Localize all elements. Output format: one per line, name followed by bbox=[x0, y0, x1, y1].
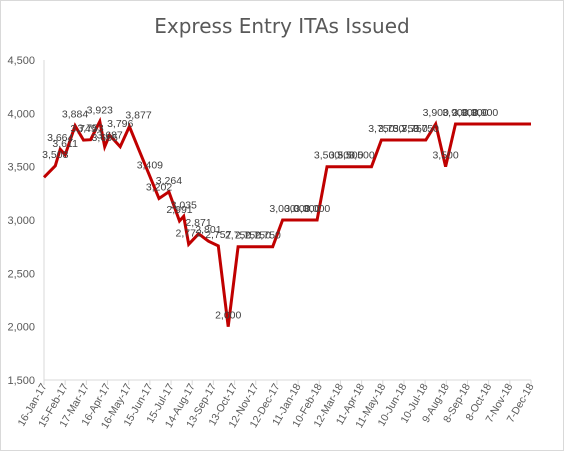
data-label: 3,749 bbox=[70, 123, 96, 135]
y-tick-labels: 1,500 2,000 2,500 3,000 3,500 4,000 4,500 bbox=[7, 55, 35, 387]
data-label: 3,884 bbox=[62, 109, 88, 121]
data-label: 3,750 bbox=[368, 123, 394, 135]
data-label: 3,750 bbox=[378, 123, 404, 135]
data-label: 3,900 bbox=[452, 107, 478, 119]
data-label: 3,264 bbox=[156, 175, 182, 187]
data-label: 3,000 bbox=[294, 203, 320, 215]
data-label: 3,035 bbox=[171, 199, 197, 211]
data-label: 2,757 bbox=[205, 229, 231, 241]
y-tick-label: 2,000 bbox=[7, 322, 35, 334]
data-label: 3,923 bbox=[87, 105, 113, 117]
data-label: 3,508 bbox=[42, 149, 68, 161]
data-label: 3,611 bbox=[52, 138, 78, 150]
y-tick-label: 2,500 bbox=[7, 268, 35, 280]
data-label: 3,665 bbox=[92, 132, 118, 144]
data-label: 3,900 bbox=[423, 107, 449, 119]
data-label: 3,750 bbox=[393, 123, 419, 135]
y-tick-label: 4,000 bbox=[7, 108, 35, 120]
data-label: 3,750 bbox=[413, 123, 439, 135]
data-label: 2,000 bbox=[215, 310, 241, 322]
data-label: 3,500 bbox=[432, 150, 458, 162]
data-label: 3,900 bbox=[472, 107, 498, 119]
data-label: 3,900 bbox=[462, 107, 488, 119]
data-label: 3,877 bbox=[125, 109, 151, 121]
chart-title: Express Entry ITAs Issued bbox=[154, 14, 410, 38]
x-tick-labels: 16-Jan-1715-Feb-1717-Mar-1716-Apr-1716-M… bbox=[16, 381, 537, 431]
data-label: 3,796 bbox=[107, 118, 133, 130]
data-label: 3,687 bbox=[96, 130, 122, 142]
data-label: 2,801 bbox=[195, 224, 221, 236]
data-label: 3,000 bbox=[284, 203, 310, 215]
data-label: 3,500 bbox=[348, 150, 374, 162]
data-label: 2,750 bbox=[225, 230, 251, 242]
series-line bbox=[42, 116, 531, 327]
data-label: 2,750 bbox=[245, 230, 271, 242]
data-label: 3,900 bbox=[442, 107, 468, 119]
data-label: 3,500 bbox=[314, 150, 340, 162]
data-label: 2,991 bbox=[166, 204, 192, 216]
data-label: 3,000 bbox=[269, 203, 295, 215]
data-label: 3,664 bbox=[47, 132, 73, 144]
data-label: 3,500 bbox=[329, 150, 355, 162]
data-label: 2,750 bbox=[235, 230, 261, 242]
y-tick-label: 4,500 bbox=[7, 55, 35, 67]
data-label: 2,750 bbox=[255, 230, 281, 242]
data-label: 2,871 bbox=[185, 217, 211, 229]
data-label: 3,753 bbox=[77, 123, 103, 135]
data-label: 3,000 bbox=[304, 203, 330, 215]
data-label: 3,409 bbox=[137, 159, 163, 171]
data-label: 2,772 bbox=[176, 227, 202, 239]
y-tick-label: 3,000 bbox=[7, 215, 35, 227]
data-label: 3,500 bbox=[337, 150, 363, 162]
y-tick-label: 3,500 bbox=[7, 162, 35, 174]
y-tick-label: 1,500 bbox=[7, 375, 35, 387]
series-group bbox=[42, 116, 531, 327]
x-tick-marks bbox=[43, 380, 532, 385]
data-label: 3,202 bbox=[146, 181, 172, 193]
data-label: 3,750 bbox=[401, 123, 427, 135]
